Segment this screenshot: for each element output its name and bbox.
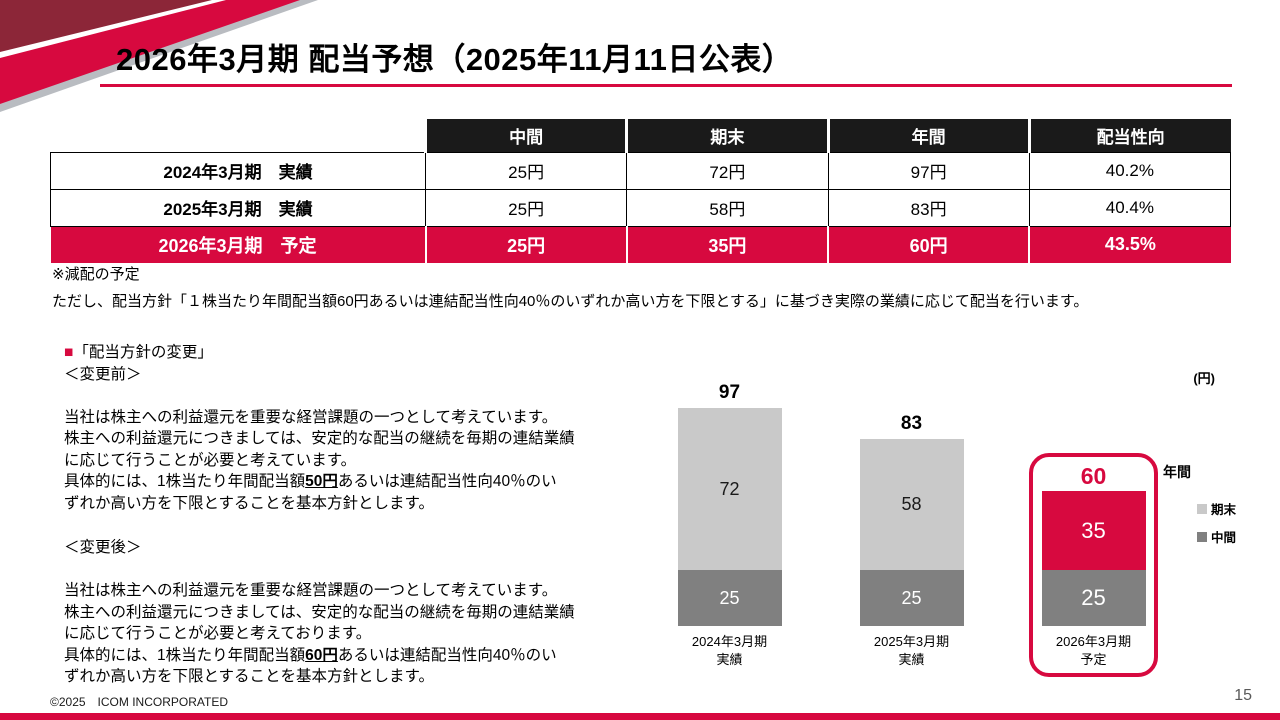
- policy-before-amount: 50円: [305, 473, 338, 490]
- legend-label: 期末: [1211, 503, 1237, 517]
- dividend-stacked-bar-chart: (円) 97 72 25 2024年3月期 実績 83 58 25 2025年3月期 実績 60…: [655, 356, 1236, 688]
- chart-plot-area: 97 72 25 2024年3月期 実績 83 58 25 2025年3月期 実績 60 35 25…: [667, 376, 1158, 678]
- table-header-yearend: 期末: [625, 119, 828, 152]
- dividend-table-container: 中間 期末 年間 配当性向 2024年3月期 実績 25円 72円 97円 40…: [50, 119, 1232, 263]
- bottom-accent-bar: [0, 713, 1280, 720]
- row-label: 2025年3月期 実績: [50, 188, 426, 227]
- table-row-highlighted: 2026年3月期 予定 25円 35円 60円 43.5%: [50, 226, 1231, 263]
- table-row: 2025年3月期 実績 25円 58円 83円 40.4%: [50, 188, 1232, 227]
- table-row: 2024年3月期 実績 25円 72円 97円 40.2%: [50, 151, 1232, 190]
- cell-payout: 43.5%: [1028, 226, 1231, 263]
- cell-annual: 83円: [827, 188, 1030, 227]
- policy-heading: ■「配当方針の変更」: [64, 342, 664, 364]
- cell-interim: 25円: [424, 188, 628, 227]
- policy-heading-text: 「配当方針の変更」: [73, 344, 213, 361]
- chart-column: 83 58 25 2025年3月期 実績: [849, 376, 974, 669]
- note-dividend-cut: ※減配の予定: [52, 266, 140, 283]
- policy-after-part1: 当社は株主への利益還元を重要な経営課題の一つとして考えています。 株主への利益還…: [64, 582, 575, 664]
- bar-segment-interim: 25: [677, 570, 782, 626]
- table-header-payout: 配当性向: [1027, 119, 1231, 152]
- legend-item: 中間: [1197, 527, 1243, 546]
- legend-swatch-icon: [1197, 503, 1207, 514]
- legend-label: 中間: [1211, 531, 1237, 545]
- cell-payout: 40.2%: [1028, 151, 1232, 190]
- cell-annual: 60円: [826, 226, 1030, 263]
- cell-payout: 40.4%: [1028, 188, 1232, 227]
- policy-before-part1: 当社は株主への利益還元を重要な経営課題の一つとして考えています。 株主への利益還…: [64, 408, 575, 491]
- cell-yearend: 35円: [625, 226, 828, 263]
- policy-change-block: ■「配当方針の変更」 ＜変更前＞ 当社は株主への利益還元を重要な経営課題の一つと…: [64, 342, 664, 688]
- chart-column: 60 35 25 2026年3月期 予定: [1029, 376, 1158, 678]
- bar-category-label: 2024年3月期 実績: [691, 634, 768, 668]
- table-header-interim: 中間: [423, 119, 627, 152]
- table-header-empty: [51, 119, 426, 152]
- note-dividend-policy: ただし、配当方針「１株当たり年間配当額60円あるいは連結配当性向40％のいずれか…: [52, 293, 1089, 310]
- row-label: 2024年3月期 実績: [50, 151, 426, 190]
- policy-before-text: 当社は株主への利益還元を重要な経営課題の一つとして考えています。 株主への利益還…: [64, 385, 664, 514]
- cell-yearend: 58円: [626, 188, 829, 227]
- cell-interim: 25円: [424, 151, 628, 190]
- bar-total-label: 60: [1080, 463, 1107, 489]
- bar-segment-year-end: 72: [677, 408, 782, 570]
- bar-category-label: 2026年3月期 予定: [1055, 634, 1132, 668]
- page-number: 15: [1234, 687, 1252, 704]
- copyright-text: ©2025 ICOM INCORPORATED: [50, 695, 228, 709]
- bar-total-label: 97: [718, 382, 741, 403]
- policy-after-part2: あるいは連結配当性向40％のい ずれか高い方を下限とすることを基本方針とします。: [64, 646, 557, 686]
- bar-total-label: 83: [900, 413, 923, 434]
- legend-item: 期末: [1197, 499, 1243, 518]
- row-label: 2026年3月期 予定: [50, 226, 426, 263]
- chart-column: 97 72 25 2024年3月期 実績: [667, 376, 792, 669]
- dividend-table: 中間 期末 年間 配当性向 2024年3月期 実績 25円 72円 97円 40…: [50, 119, 1232, 263]
- chart-legend: 年間 期末中間: [1163, 462, 1243, 555]
- square-bullet-icon: ■: [64, 344, 74, 361]
- chart-unit-label: (円): [1193, 371, 1215, 386]
- legend-title: 年間: [1163, 464, 1191, 480]
- legend-items: 期末 中間: [1163, 499, 1243, 546]
- legend-swatch-icon: [1197, 531, 1207, 542]
- bar-segment-year-end: 35: [1041, 491, 1146, 570]
- cell-interim: 25円: [424, 226, 627, 263]
- policy-before-part2: あるいは連結配当性向40％のい ずれか高い方を下限とすることを基本方針とします。: [64, 473, 557, 512]
- cell-yearend: 72円: [626, 151, 829, 190]
- bar-segment-interim: 25: [859, 570, 964, 626]
- bar-category-label: 2025年3月期 実績: [873, 634, 950, 668]
- policy-after-amount: 60円: [305, 646, 338, 664]
- policy-after-text: 当社は株主への利益還元を重要な経営課題の一つとして考えています。 株主への利益還…: [64, 559, 664, 688]
- page-title: 2026年3月期 配当予想（2025年11月11日公表）: [116, 42, 794, 77]
- bar-segment-year-end: 58: [859, 439, 964, 570]
- policy-after-label: ＜変更後＞: [64, 539, 142, 556]
- policy-before-label: ＜変更前＞: [64, 365, 142, 383]
- table-header-annual: 年間: [826, 119, 1030, 152]
- cell-annual: 97円: [827, 151, 1030, 190]
- table-header-row: 中間 期末 年間 配当性向: [51, 119, 1231, 152]
- bar-segment-interim: 25: [1041, 570, 1146, 626]
- title-underline: [100, 84, 1232, 87]
